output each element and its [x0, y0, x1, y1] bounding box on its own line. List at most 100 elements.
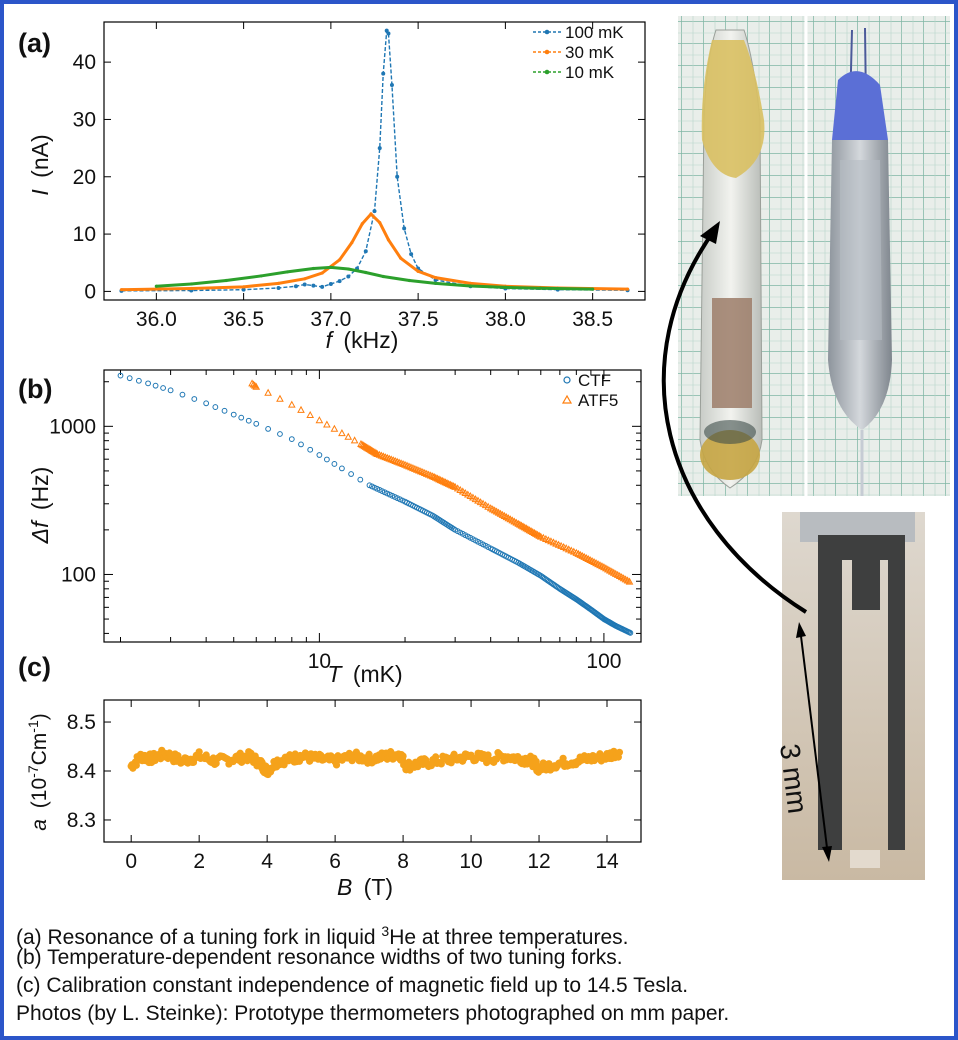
data-point-atf5 — [411, 464, 419, 472]
data-point-calibration — [399, 752, 407, 760]
data-point-atf5 — [428, 472, 437, 480]
data-point-ctf — [307, 446, 314, 453]
data-point — [381, 274, 385, 279]
data-point — [259, 274, 263, 278]
data-point — [337, 258, 342, 262]
data-point-atf5 — [287, 400, 296, 408]
y-axis-label-a: I (nA) — [27, 134, 53, 195]
data-point-atf5 — [249, 380, 258, 388]
data-point-atf5 — [530, 528, 539, 536]
series-line-10-mK — [156, 265, 593, 291]
data-point-atf5 — [532, 529, 540, 537]
photo-thermometers — [678, 16, 950, 496]
data-point-ctf — [135, 377, 142, 384]
data-point — [386, 238, 391, 242]
data-point-atf5 — [330, 424, 339, 432]
data-point-ctf — [126, 375, 133, 382]
data-point — [372, 209, 377, 214]
data-point-atf5 — [403, 461, 411, 469]
data-point-ctf — [323, 456, 330, 463]
data-point-atf5 — [431, 473, 440, 481]
x-tick-label-a: 36.5 — [223, 308, 264, 331]
data-point — [402, 226, 407, 231]
data-point-atf5 — [276, 394, 284, 402]
data-point — [407, 278, 412, 283]
data-point-ctf — [152, 382, 159, 389]
data-point — [395, 174, 400, 179]
data-point-atf5 — [440, 477, 448, 485]
data-point-ctf — [288, 436, 295, 442]
x-tick-label-c: 6 — [329, 850, 341, 873]
data-point-atf5 — [625, 577, 634, 585]
data-point — [276, 281, 281, 285]
data-point-atf5 — [377, 451, 386, 459]
data-point-atf5 — [375, 450, 384, 458]
data-point-atf5 — [426, 471, 435, 479]
data-point-atf5 — [522, 524, 531, 532]
x-axis-label-c: B (T) — [337, 874, 393, 900]
data-point-atf5 — [251, 381, 259, 389]
x-tick-label-c: 12 — [527, 850, 550, 873]
x-tick-label-c: 2 — [193, 850, 205, 873]
data-point-atf5 — [436, 476, 445, 484]
legend-marker — [544, 49, 550, 55]
data-point — [302, 282, 307, 287]
fork-body — [818, 535, 905, 850]
data-point — [363, 249, 368, 254]
x-tick-label-a: 38.0 — [485, 308, 526, 331]
data-point-ctf — [245, 417, 252, 424]
data-point-atf5 — [433, 474, 442, 482]
thermometer-left — [699, 29, 765, 489]
y-tick-label-a: 0 — [84, 280, 96, 303]
data-point-atf5 — [389, 456, 398, 464]
data-point — [329, 265, 333, 269]
data-point-ctf — [160, 385, 166, 391]
axis-ticks-c: 0 2 4 6 8 10 12 14 8.3 8.4 8.5 — [67, 700, 641, 873]
data-point-atf5 — [418, 468, 427, 476]
series-layer-a — [119, 28, 630, 293]
y-tick-label-a: 40 — [73, 51, 96, 74]
panel-label-a: (a) — [18, 28, 51, 58]
data-point-atf5 — [514, 519, 523, 527]
legend-marker — [544, 29, 550, 35]
x-tick-label-c: 10 — [459, 850, 482, 873]
data-point-ctf — [298, 441, 304, 448]
data-point-atf5 — [407, 463, 415, 471]
data-point — [386, 31, 391, 36]
data-point-atf5 — [416, 467, 425, 475]
data-point-atf5 — [372, 449, 381, 457]
axis-ticks-b: 10 100 100 1000 — [49, 370, 641, 673]
data-point-ctf — [117, 372, 124, 379]
data-point — [242, 285, 246, 289]
data-point-atf5 — [444, 479, 453, 487]
x-tick-label-b: 10 — [308, 650, 331, 673]
data-point-atf5 — [391, 456, 400, 464]
caption-photos: Photos (by L. Steinke): Prototype thermo… — [16, 1002, 730, 1025]
y-tick-label-c: 8.5 — [67, 711, 96, 734]
data-point-atf5 — [315, 416, 324, 424]
series-layer-b — [117, 372, 634, 636]
data-point-atf5 — [413, 465, 421, 473]
caption-b: (b) Temperature-dependent resonance widt… — [16, 946, 623, 969]
legend-label: ATF5 — [578, 391, 618, 410]
data-point-atf5 — [414, 466, 423, 474]
data-point — [384, 28, 389, 33]
data-point-calibration — [332, 761, 341, 769]
data-point — [241, 287, 246, 292]
y-tick-label-c: 8.4 — [67, 760, 97, 783]
data-point-ctf — [339, 465, 345, 472]
data-point — [311, 283, 316, 288]
data-point-ctf — [191, 396, 198, 402]
data-point-atf5 — [524, 525, 532, 533]
data-point-atf5 — [373, 449, 382, 458]
x-axis-label-b: T (mK) — [327, 661, 402, 687]
data-point-calibration — [447, 759, 455, 767]
data-point-atf5 — [264, 388, 272, 396]
data-point — [409, 252, 414, 257]
x-axis-label-a: f (kHz) — [326, 327, 399, 353]
legend-marker — [544, 69, 550, 75]
data-point-ctf — [253, 420, 260, 427]
